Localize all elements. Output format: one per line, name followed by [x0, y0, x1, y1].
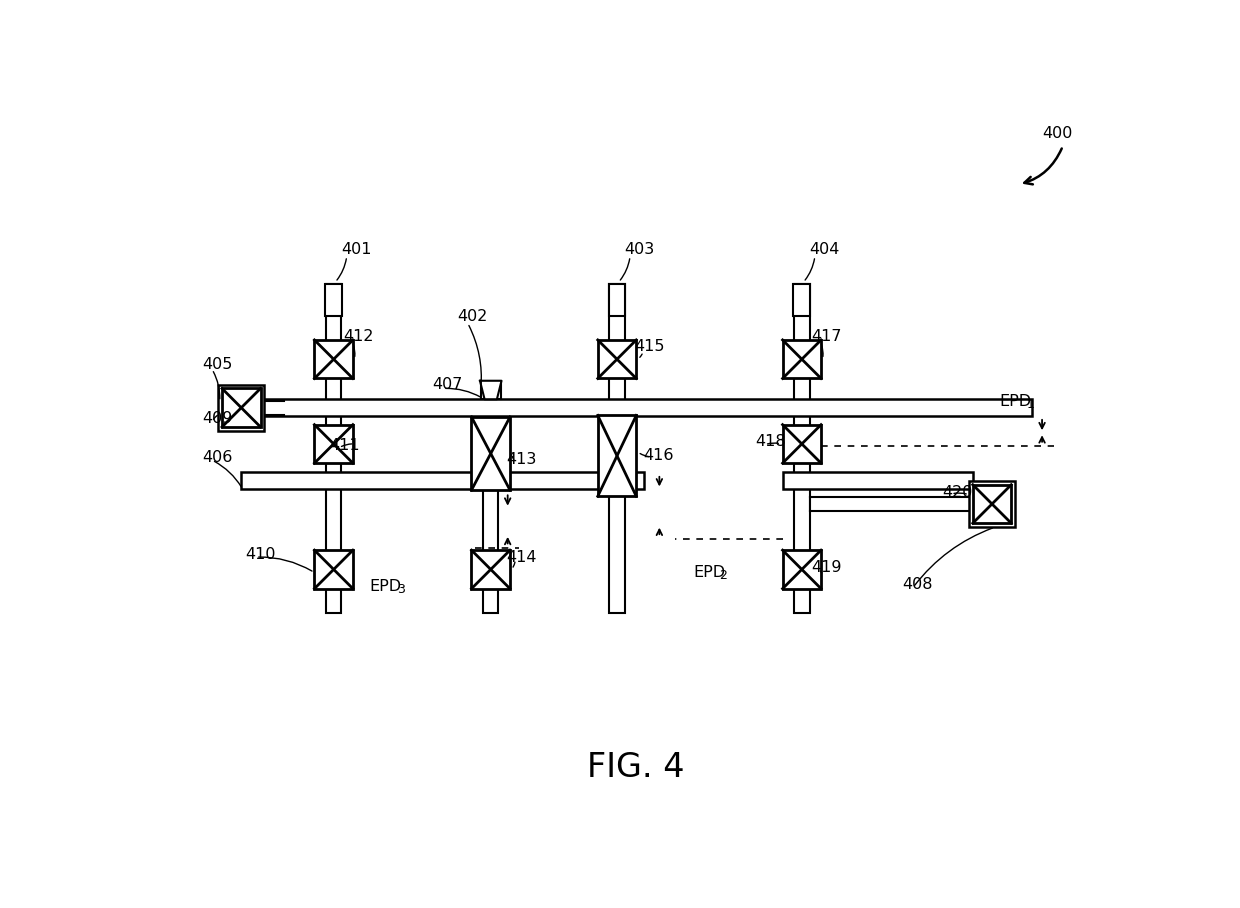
Bar [782, 340, 821, 379]
Text: EPD: EPD [370, 579, 402, 594]
Bar [315, 425, 353, 463]
Text: 420: 420 [942, 485, 972, 500]
Bar [782, 425, 821, 463]
Text: 409: 409 [202, 411, 232, 426]
Bar [484, 399, 498, 613]
Text: EPD: EPD [693, 565, 725, 580]
Bar [598, 340, 636, 379]
Text: 3: 3 [397, 583, 404, 596]
Bar [325, 283, 342, 316]
Text: 403: 403 [625, 242, 655, 257]
Bar [242, 472, 644, 489]
Text: 411: 411 [329, 438, 360, 453]
Text: 412: 412 [343, 330, 373, 344]
Text: 418: 418 [755, 434, 786, 449]
Text: 402: 402 [456, 310, 487, 324]
Text: 404: 404 [810, 242, 839, 257]
Text: 406: 406 [202, 450, 232, 465]
Text: 416: 416 [644, 448, 673, 463]
Bar [222, 389, 260, 427]
Bar [481, 380, 501, 400]
Text: 408: 408 [901, 577, 932, 592]
Text: 1: 1 [1027, 398, 1034, 411]
Text: 414: 414 [506, 549, 537, 565]
Text: 407: 407 [433, 377, 463, 392]
Bar [471, 550, 510, 588]
Text: 410: 410 [246, 547, 275, 561]
Bar [782, 472, 972, 489]
Text: 419: 419 [811, 560, 842, 576]
Bar [218, 385, 264, 430]
Bar [326, 283, 341, 613]
Text: FIG. 4: FIG. 4 [587, 751, 684, 784]
Bar [609, 283, 625, 316]
Text: EPD: EPD [999, 394, 1032, 410]
Bar [609, 283, 625, 613]
Bar [242, 400, 1032, 416]
FancyArrowPatch shape [1024, 149, 1061, 184]
Bar [968, 481, 1016, 527]
Bar [315, 340, 353, 379]
Bar [810, 497, 972, 511]
Bar [972, 485, 1012, 523]
Text: 401: 401 [341, 242, 372, 257]
Text: 413: 413 [506, 452, 537, 467]
Text: 415: 415 [634, 339, 665, 353]
Bar [315, 550, 353, 588]
Bar [794, 283, 810, 613]
Bar [782, 550, 821, 588]
Polygon shape [480, 380, 501, 400]
Text: 400: 400 [1042, 126, 1073, 141]
Bar [794, 283, 810, 316]
Text: 405: 405 [202, 357, 232, 372]
Bar [598, 416, 636, 497]
Text: 417: 417 [811, 330, 842, 344]
Bar [471, 417, 510, 490]
Bar [260, 400, 284, 415]
Text: 2: 2 [719, 569, 728, 582]
